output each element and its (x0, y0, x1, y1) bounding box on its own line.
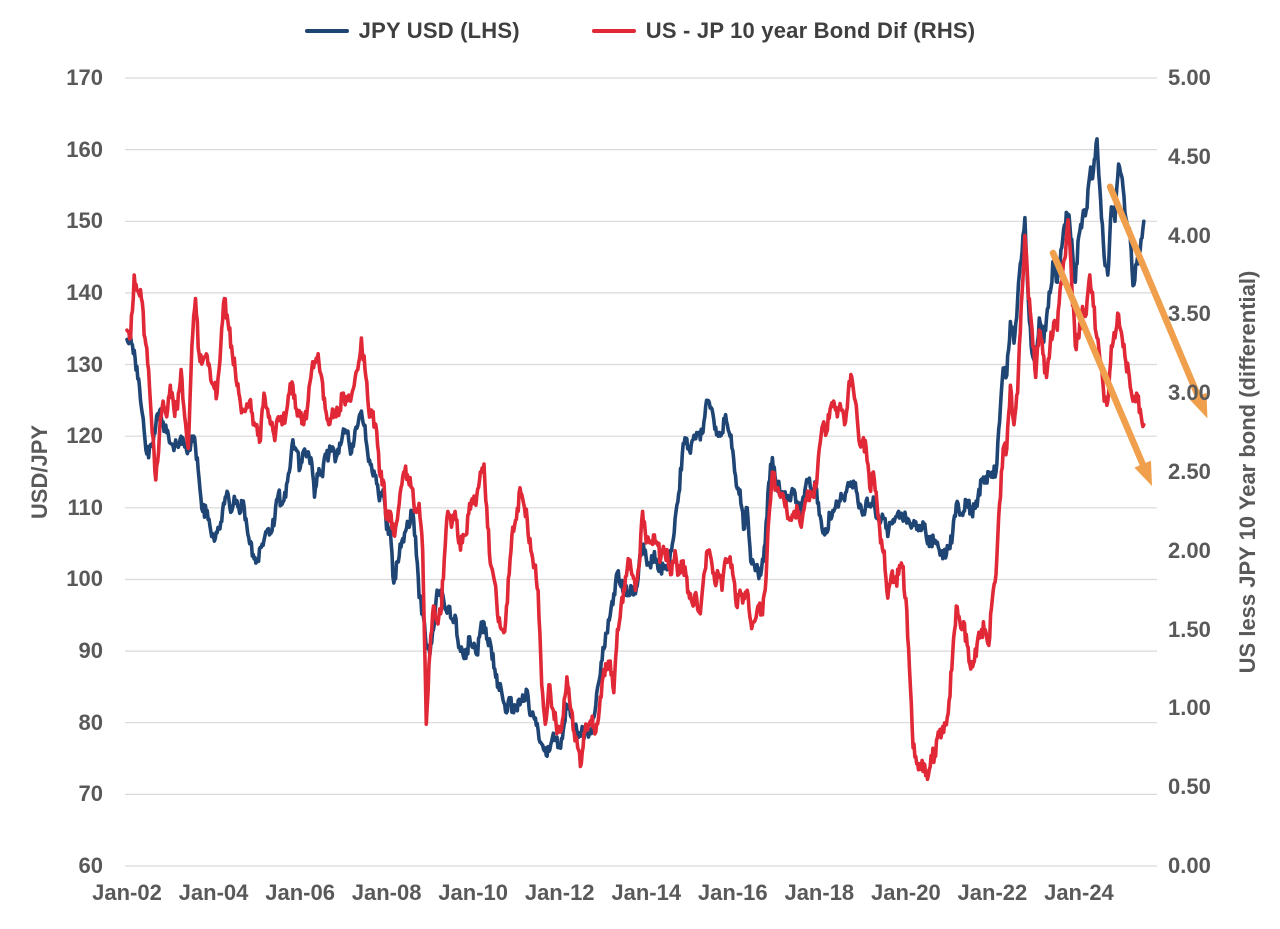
usd-jpy-series-line (125, 137, 1146, 759)
left-axis-tick-120: 120 (66, 423, 103, 449)
right-axis-tick-3.00: 3.00 (1168, 380, 1211, 406)
right-axis-tick-4.50: 4.50 (1168, 143, 1211, 169)
x-axis-tick-Jan-18: Jan-18 (784, 880, 855, 905)
downtrend-arrow-left (1049, 249, 1153, 487)
x-axis-tick-Jan-04: Jan-04 (178, 880, 249, 905)
left-axis-tick-70: 70 (78, 781, 103, 807)
right-axis-tick-0.00: 0.00 (1168, 853, 1211, 878)
x-axis-tick-Jan-16: Jan-16 (697, 880, 768, 905)
downtrend-arrow-right (1106, 183, 1208, 419)
left-axis-tick-130: 130 (66, 351, 103, 377)
right-axis-tick-1.00: 1.00 (1168, 695, 1211, 721)
left-axis-tick-110: 110 (67, 494, 104, 520)
legend-item-jpy-usd: JPY USD (LHS) (304, 18, 520, 44)
right-axis-tick-4.00: 4.00 (1168, 222, 1211, 248)
right-axis-tick-2.00: 2.00 (1168, 537, 1211, 563)
chart-legend: JPY USD (LHS) US - JP 10 year Bond Dif (… (0, 18, 1280, 44)
legend-line-swatch-red (591, 29, 636, 33)
x-axis-tick-Jan-08: Jan-08 (351, 880, 422, 905)
right-axis-tick-0.50: 0.50 (1168, 774, 1211, 800)
legend-item-bond-dif: US - JP 10 year Bond Dif (RHS) (591, 18, 976, 44)
bond-differential-series-line (125, 218, 1146, 782)
x-axis-tick-Jan-14: Jan-14 (611, 880, 682, 905)
legend-label-jpy-usd: JPY USD (LHS) (358, 18, 520, 43)
x-axis-tick-Jan-10: Jan-10 (438, 880, 509, 905)
left-axis-tick-150: 150 (66, 208, 103, 234)
left-axis-tick-60: 60 (78, 853, 103, 878)
right-axis-tick-1.50: 1.50 (1168, 616, 1211, 642)
x-axis-tick-Jan-24: Jan-24 (1044, 880, 1114, 905)
right-axis-tick-5.00: 5.00 (1168, 65, 1211, 90)
right-axis-tick-2.50: 2.50 (1168, 459, 1211, 484)
legend-line-swatch-blue (304, 29, 349, 33)
x-axis-tick-Jan-22: Jan-22 (957, 880, 1028, 905)
left-axis-tick-100: 100 (66, 566, 103, 592)
left-axis-tick-170: 170 (66, 65, 103, 90)
left-axis-tick-140: 140 (66, 279, 103, 305)
horizontal-gridlines (125, 77, 1157, 867)
left-axis-tick-90: 90 (78, 638, 103, 664)
x-axis-tick-Jan-20: Jan-20 (871, 880, 941, 905)
right-axis-tick-3.50: 3.50 (1168, 301, 1211, 327)
x-axis-tick-Jan-02: Jan-02 (92, 880, 162, 905)
left-axis-tick-160: 160 (66, 136, 103, 162)
left-axis-tick-80: 80 (78, 709, 103, 735)
x-axis-tick-Jan-12: Jan-12 (524, 880, 595, 905)
legend-label-bond-dif: US - JP 10 year Bond Dif (RHS) (645, 18, 976, 43)
x-axis-tick-Jan-06: Jan-06 (265, 880, 335, 905)
